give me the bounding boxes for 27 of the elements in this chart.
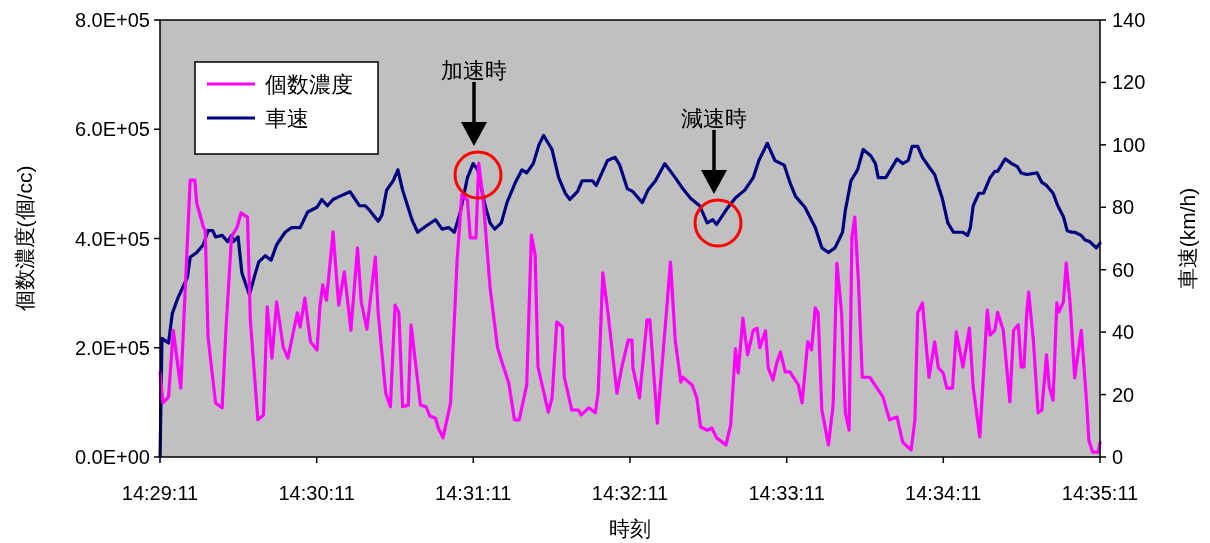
y2-tick-label: 40 [1112, 321, 1135, 344]
y2-tick-label: 120 [1112, 71, 1146, 94]
y-tick-label: 4.0E+05 [74, 227, 150, 250]
y-tick-label: 2.0E+05 [74, 336, 150, 359]
legend-label: 車速 [265, 106, 309, 131]
y2-tick-label: 80 [1112, 196, 1135, 219]
y2-tick-label: 100 [1112, 133, 1146, 156]
y-tick-label: 6.0E+05 [74, 118, 150, 141]
x-tick-label: 14:32:11 [591, 482, 669, 504]
y-tick-label: 0.0E+00 [74, 446, 150, 468]
y2-tick-label: 60 [1112, 258, 1135, 281]
x-tick-label: 14:33:11 [748, 482, 825, 504]
y-axis-title: 個数濃度(個/cc) [13, 165, 36, 312]
x-tick-label: 14:30:11 [278, 482, 355, 504]
y-tick-label: 8.0E+05 [74, 9, 150, 31]
y2-axis-title: 車速(km/h) [1176, 187, 1199, 290]
y2-tick-label: 0 [1112, 446, 1124, 468]
x-tick-label: 14:34:11 [905, 482, 982, 504]
annotation: 減速時 [681, 106, 747, 131]
x-axis-title: 時刻 [609, 517, 651, 540]
x-tick-label: 14:29:11 [121, 482, 199, 504]
x-tick-label: 14:35:11 [1061, 482, 1139, 504]
x-tick-label: 14:31:11 [435, 482, 512, 504]
annotation: 加速時 [441, 58, 507, 83]
y2-tick-label: 140 [1112, 9, 1146, 31]
y2-tick-label: 20 [1112, 383, 1135, 406]
legend-label: 個数濃度 [265, 72, 353, 97]
